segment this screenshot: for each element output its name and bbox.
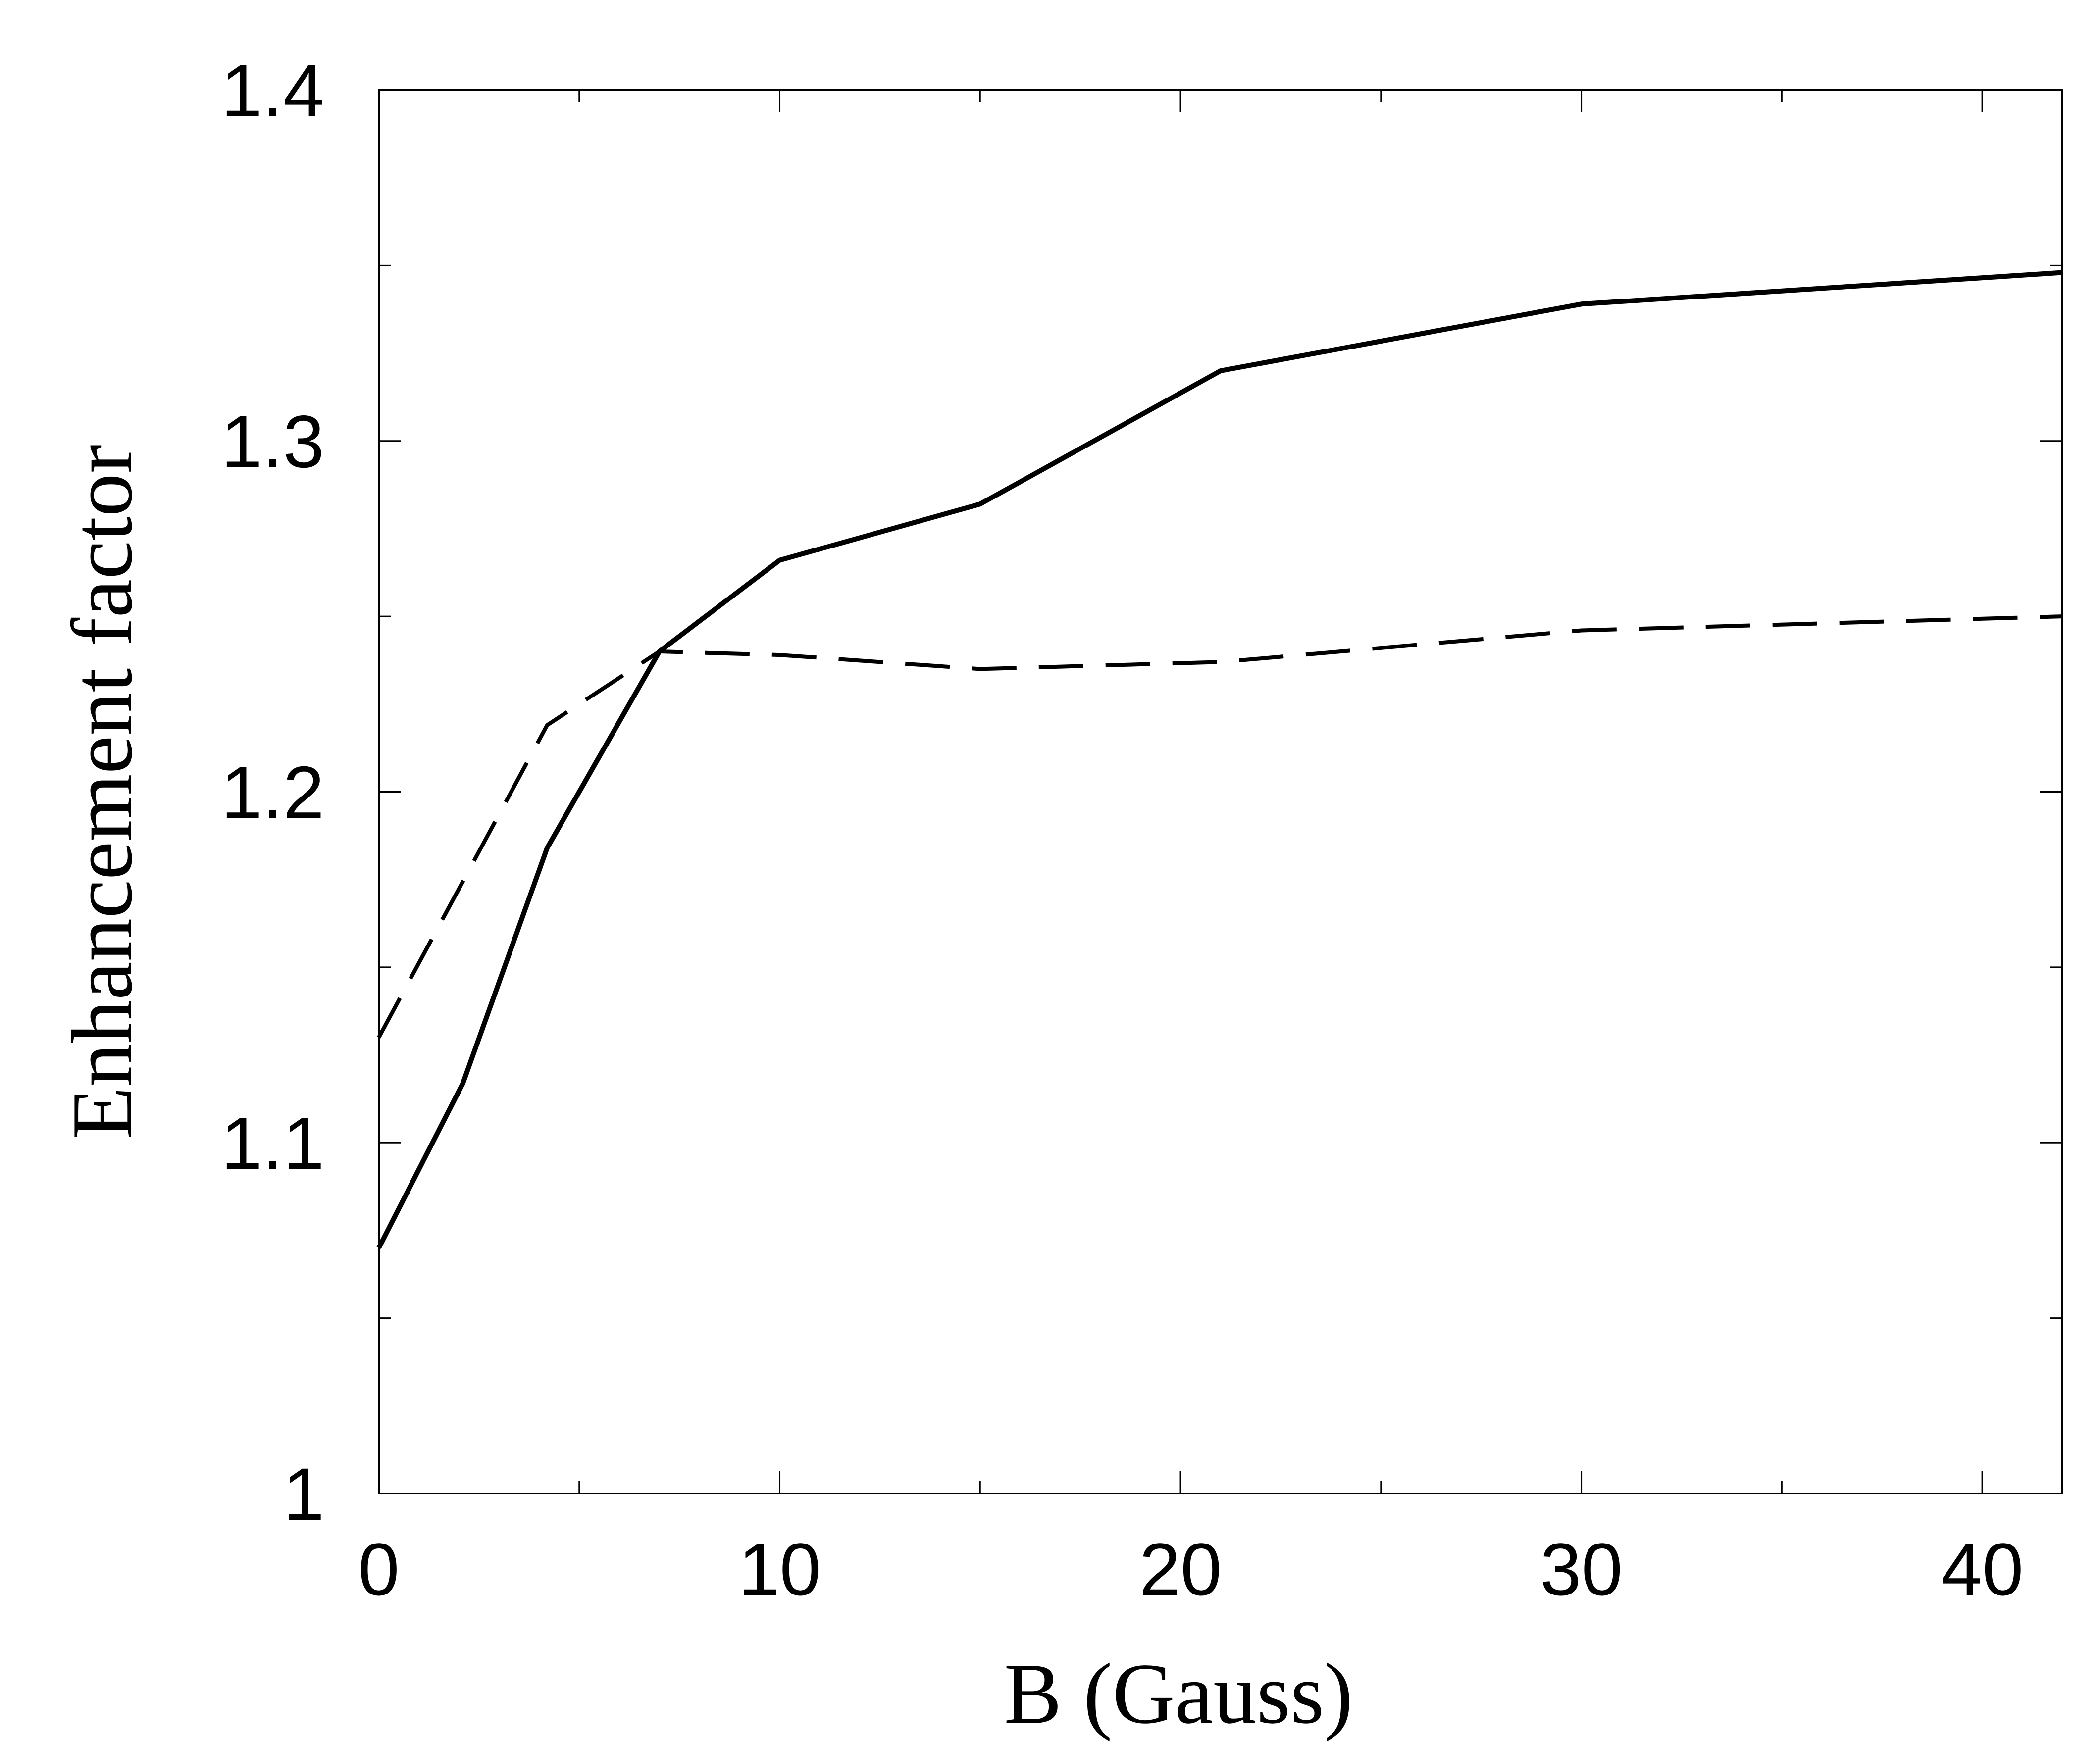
x-tick-label: 30 xyxy=(1540,1528,1623,1611)
plot-frame xyxy=(378,89,2063,1494)
x-tick-label: 40 xyxy=(1941,1528,2024,1611)
tick-labels: 0 10 20 30 40 1 1.1 1.2 1.3 1.4 xyxy=(221,49,2023,1611)
y-axis-title: Enhancement factor xyxy=(54,445,150,1140)
y-tick-label: 1.2 xyxy=(221,751,324,834)
y-tick-label: 1.1 xyxy=(221,1101,324,1185)
x-tick-label: 20 xyxy=(1139,1528,1222,1611)
y-tick-label: 1.4 xyxy=(221,49,324,132)
series-layer xyxy=(376,270,2063,1249)
x-tick-label: 10 xyxy=(738,1528,821,1611)
x-axis-title: B (Gauss) xyxy=(1004,1645,1353,1742)
x-tick-label: 0 xyxy=(358,1528,399,1611)
series-line-dashed xyxy=(377,614,2063,1039)
y-tick-label: 1.3 xyxy=(221,400,324,483)
series-line-solid xyxy=(376,270,2063,1249)
y-tick-label: 1 xyxy=(283,1452,324,1536)
axis-ticks xyxy=(378,89,2062,1494)
